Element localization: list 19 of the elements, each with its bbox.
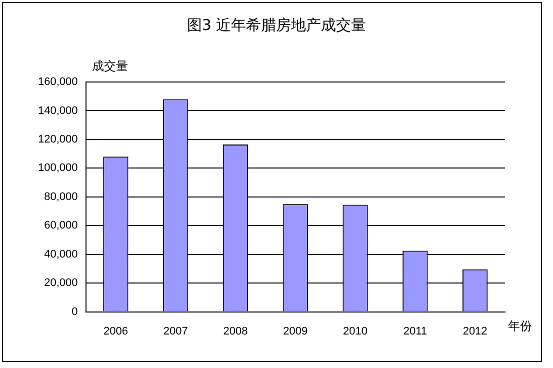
x-tick-label: 2010 (343, 325, 368, 338)
y-axis-title: 成交量 (92, 58, 128, 75)
x-tick-label: 2011 (403, 325, 427, 338)
y-tick-label: 80,000 (44, 190, 78, 203)
x-tick-label: 2009 (283, 325, 308, 338)
y-tick-label: 0 (72, 306, 78, 318)
x-axis-title: 年份 (508, 318, 532, 335)
chart-title: 图3 近年希腊房地产成交量 (186, 16, 368, 35)
x-tick-label: 2007 (163, 325, 188, 338)
y-tick-label: 120,000 (38, 133, 78, 146)
y-tick-label: 100,000 (38, 162, 78, 174)
x-tick-label: 2006 (103, 325, 128, 338)
y-tick-label: 40,000 (44, 248, 78, 260)
y-tick-label: 20,000 (44, 277, 78, 290)
x-tick-label: 2008 (223, 325, 248, 338)
y-tick-label: 140,000 (38, 104, 78, 117)
y-tick-label: 160,000 (38, 76, 78, 88)
y-tick-label: 60,000 (44, 220, 78, 232)
x-tick-label: 2012 (462, 325, 488, 338)
